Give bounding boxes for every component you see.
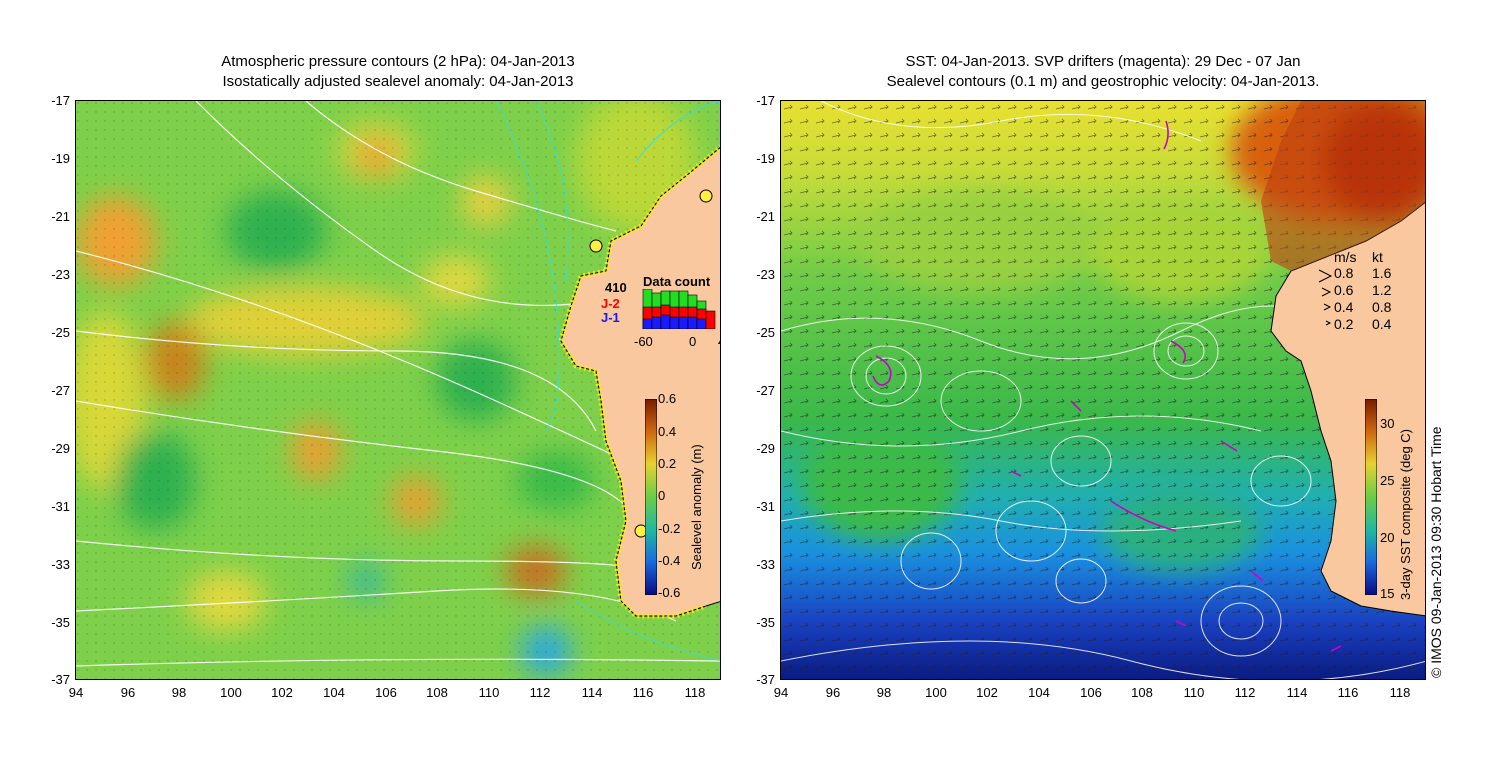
left-cb-tick-4: -0.2	[658, 521, 681, 536]
data-count-j1: J-1	[601, 310, 620, 325]
left-lat-tick: -33	[51, 557, 70, 572]
left-cb-tick-3: 0	[658, 488, 666, 503]
left-cb-tick-6: -0.6	[658, 585, 681, 600]
velocity-legend-header-ms: m/s	[1334, 249, 1357, 265]
right-lon-tick: 118	[1389, 685, 1411, 700]
data-count-tick-0: 0	[689, 334, 697, 349]
right-lat-tick: -37	[756, 672, 775, 687]
right-lat-tick: -35	[756, 615, 775, 630]
right-lon-tick: 108	[1131, 685, 1153, 700]
left-lat-tick: -37	[51, 672, 70, 687]
velocity-legend-header-kt: kt	[1372, 249, 1383, 265]
left-cb-tick-2: 0.2	[658, 456, 677, 471]
left-lon-tick: 112	[529, 685, 551, 700]
right-cb-tick-3: 15	[1380, 586, 1395, 601]
right-lat-tick: -29	[756, 441, 775, 456]
right-lon-tick: 102	[976, 685, 998, 700]
right-lon-tick: 112	[1234, 685, 1256, 700]
velocity-legend-row-ms: 0.8	[1334, 265, 1354, 281]
right-lat-tick: -17	[756, 93, 775, 108]
right-colorbar-label: 3-day SST composite (deg C)	[1398, 429, 1413, 600]
right-lat-tick: -25	[756, 325, 775, 340]
right-lat-tick: -33	[756, 557, 775, 572]
left-lon-tick: 116	[632, 685, 654, 700]
right-lon-tick: 106	[1080, 685, 1102, 700]
right-lon-tick: 110	[1183, 685, 1205, 700]
left-cb-tick-1: 0.4	[658, 424, 677, 439]
right-cb-tick-0: 30	[1380, 416, 1395, 431]
left-cb-tick-0: 0.6	[658, 391, 677, 406]
left-lat-tick: -17	[51, 93, 70, 108]
right-lon-tick: 100	[925, 685, 947, 700]
sealevel-colorbar	[645, 399, 657, 595]
sealevel-anomaly-map	[76, 101, 720, 679]
data-count-tick-4: 4	[718, 334, 720, 349]
data-count-title: Data count	[643, 274, 711, 289]
velocity-legend-row-ms: 0.6	[1334, 282, 1354, 298]
right-map-panel: m/s kt 0.8 1.6 0.6 1.2 0.4 0.8 0.2 0.4	[780, 100, 1426, 680]
left-lat-tick: -23	[51, 267, 70, 282]
velocity-legend-row-ms: 0.2	[1334, 316, 1354, 332]
velocity-legend-row-kt: 0.4	[1372, 316, 1392, 332]
right-lon-tick: 114	[1286, 685, 1308, 700]
sst-map	[781, 101, 1425, 679]
left-colorbar-label: Sealevel anomaly (m)	[689, 444, 704, 570]
sst-colorbar	[1365, 399, 1377, 595]
left-map-panel: 410 J-2 J-1 Data count -60 0 4	[75, 100, 721, 680]
imos-credit: © IMOS 09-Jan-2013 09:30 Hobart Time	[1428, 426, 1444, 678]
data-count-histogram	[642, 289, 716, 329]
left-lon-tick: 104	[323, 685, 345, 700]
right-lat-tick: -31	[756, 499, 775, 514]
right-lat-tick: -21	[756, 209, 775, 224]
velocity-legend-row-kt: 0.8	[1372, 299, 1392, 315]
left-lat-tick: -27	[51, 383, 70, 398]
data-count-j2: J-2	[601, 296, 620, 311]
right-lat-tick: -27	[756, 383, 775, 398]
right-title-line2: Sealevel contours (0.1 m) and geostrophi…	[886, 73, 1320, 90]
left-cb-tick-5: -0.4	[658, 553, 681, 568]
right-title-line1: SST: 04-Jan-2013. SVP drifters (magenta)…	[905, 53, 1301, 70]
velocity-legend-row-kt: 1.6	[1372, 265, 1392, 281]
data-count-total: 410	[605, 280, 627, 295]
left-title-line2: Isostatically adjusted sealevel anomaly:…	[222, 73, 574, 90]
left-lon-tick: 100	[220, 685, 242, 700]
left-lat-tick: -19	[51, 151, 70, 166]
right-lon-tick: 94	[773, 685, 789, 700]
right-lat-tick: -19	[756, 151, 775, 166]
right-lat-tick: -23	[756, 267, 775, 282]
left-lon-tick: 102	[271, 685, 293, 700]
left-lon-tick: 114	[581, 685, 603, 700]
velocity-legend-row-kt: 1.2	[1372, 282, 1392, 298]
left-lat-tick: -31	[51, 499, 70, 514]
data-count-tick-minus60: -60	[634, 334, 653, 349]
left-lat-tick: -25	[51, 325, 70, 340]
velocity-legend-arrows	[1318, 269, 1333, 326]
left-lon-tick: 96	[120, 685, 136, 700]
left-lon-tick: 118	[684, 685, 706, 700]
velocity-legend-row-ms: 0.4	[1334, 299, 1354, 315]
right-lon-tick: 116	[1337, 685, 1359, 700]
right-cb-tick-1: 25	[1380, 473, 1395, 488]
left-lon-tick: 108	[426, 685, 448, 700]
left-lon-tick: 106	[375, 685, 397, 700]
left-lat-tick: -35	[51, 615, 70, 630]
left-lon-tick: 110	[478, 685, 500, 700]
left-title-line1: Atmospheric pressure contours (2 hPa): 0…	[221, 53, 575, 70]
left-lon-tick: 94	[68, 685, 84, 700]
left-lon-tick: 98	[171, 685, 187, 700]
australia-land	[1270, 201, 1425, 617]
right-cb-tick-2: 20	[1380, 530, 1395, 545]
left-lat-tick: -21	[51, 209, 70, 224]
right-lon-tick: 98	[876, 685, 892, 700]
right-lon-tick: 96	[825, 685, 841, 700]
right-lon-tick: 104	[1028, 685, 1050, 700]
left-lat-tick: -29	[51, 441, 70, 456]
